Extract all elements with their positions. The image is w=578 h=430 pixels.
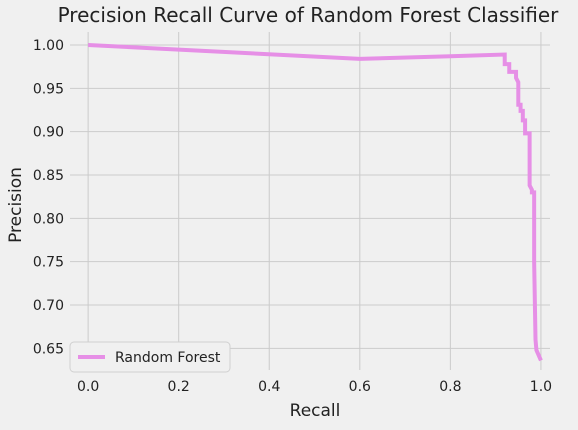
x-tick-label: 1.0 [530, 379, 552, 395]
legend-box [69, 341, 231, 373]
y-tick-label: 0.80 [33, 211, 64, 227]
x-tick-label: 0.4 [258, 379, 280, 395]
y-tick-label: 1.00 [33, 38, 64, 54]
x-tick-labels: 0.0 0.2 0.4 0.6 0.8 1.0 [77, 379, 552, 395]
x-tick-label: 0.8 [439, 379, 461, 395]
y-axis-label: Precision [6, 167, 26, 243]
y-tick-label: 0.90 [33, 125, 64, 141]
x-tick-label: 0.0 [77, 379, 99, 395]
grid-lines [70, 32, 550, 370]
y-tick-label: 0.85 [33, 168, 64, 184]
legend: Random Forest [69, 341, 231, 373]
y-tick-labels: 0.65 0.70 0.75 0.80 0.85 0.90 0.95 1.00 [33, 38, 64, 357]
x-tick-label: 0.6 [349, 379, 371, 395]
chart-title: Precision Recall Curve of Random Forest … [58, 3, 560, 27]
series-line-random-forest [88, 43, 543, 362]
legend-label-random-forest: Random Forest [115, 350, 221, 366]
y-tick-label: 0.75 [33, 255, 64, 271]
x-tick-label: 0.2 [168, 379, 190, 395]
y-tick-label: 0.65 [33, 341, 64, 357]
y-tick-label: 0.95 [33, 81, 64, 97]
series-layer [88, 43, 543, 362]
y-tick-label: 0.70 [33, 298, 64, 314]
x-axis-label: Recall [290, 401, 341, 421]
